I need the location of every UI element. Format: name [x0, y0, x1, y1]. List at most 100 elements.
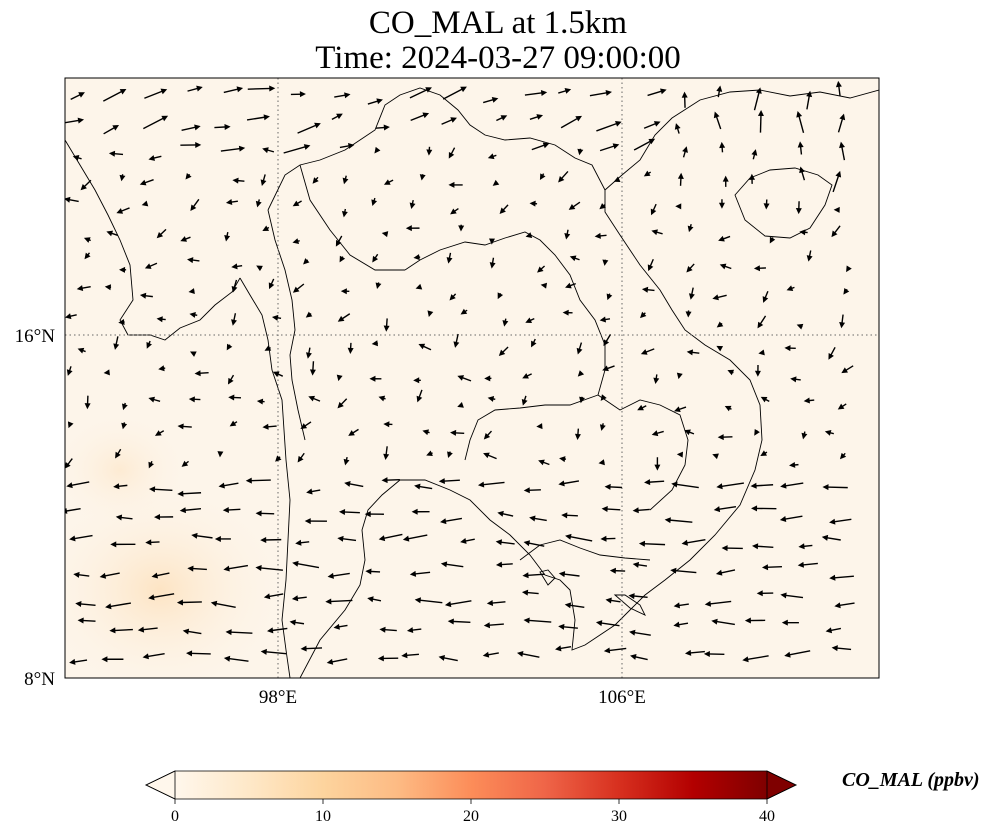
wind-arrow	[226, 343, 233, 351]
wind-arrow	[531, 338, 537, 348]
wind-arrow	[176, 599, 202, 606]
wind-arrow	[181, 460, 189, 467]
wind-arrow	[603, 334, 612, 347]
wind-arrow	[426, 146, 433, 156]
wind-arrow	[77, 617, 96, 624]
wind-arrow	[181, 124, 201, 131]
wind-arrow	[367, 596, 382, 603]
wind-arrow	[521, 589, 539, 596]
wind-arrow	[338, 509, 360, 516]
wind-arrow	[119, 174, 126, 182]
wind-arrow	[214, 123, 231, 130]
wind-arrow	[65, 507, 81, 514]
wind-arrow	[292, 560, 320, 569]
wind-arrow	[231, 279, 238, 293]
wind-arrow	[577, 148, 584, 156]
wind-arrow	[789, 461, 799, 468]
wind-arrow	[341, 208, 348, 218]
wind-arrow	[606, 293, 613, 301]
wind-arrow	[719, 141, 726, 153]
wind-arrow	[102, 89, 127, 102]
wind-arrow	[834, 602, 855, 609]
wind-arrow	[186, 650, 211, 657]
wind-arrow	[757, 109, 764, 133]
wind-arrow	[101, 656, 124, 663]
wind-arrow	[419, 174, 426, 181]
wind-arrow	[674, 123, 681, 134]
wind-arrow	[716, 321, 724, 328]
wind-arrow	[565, 282, 576, 289]
wind-arrow	[536, 423, 543, 430]
wind-arrow	[379, 626, 397, 633]
wind-arrow	[831, 225, 841, 238]
wind-arrow	[364, 511, 384, 518]
wind-arrow	[231, 313, 237, 326]
wind-arrow	[576, 342, 583, 355]
wind-arrow	[722, 175, 729, 187]
wind-arrow	[790, 376, 801, 383]
wind-arrow	[232, 177, 245, 184]
wind-arrow	[65, 196, 79, 203]
wind-arrow	[290, 91, 306, 98]
wind-arrow	[340, 288, 350, 295]
wind-arrow	[784, 650, 811, 658]
wind-arrow	[245, 477, 271, 484]
wind-arrow	[839, 314, 846, 329]
wind-arrow	[297, 452, 305, 463]
wind-arrow	[148, 486, 173, 493]
wind-arrow	[560, 115, 583, 129]
wind-arrow	[105, 602, 132, 610]
wind-arrow	[191, 532, 213, 539]
wind-arrow	[477, 481, 505, 488]
wind-arrow	[495, 539, 515, 546]
wind-arrow	[110, 541, 136, 548]
wind-arrow	[260, 536, 282, 543]
wind-arrow	[344, 481, 364, 488]
wind-arrow	[347, 342, 354, 354]
wind-arrow	[744, 617, 766, 624]
wind-arrow	[651, 229, 663, 236]
wind-arrow	[487, 395, 496, 402]
wind-arrow	[499, 204, 509, 214]
wind-arrow	[447, 451, 453, 459]
wind-arrow	[337, 535, 357, 542]
wind-arrow	[381, 231, 389, 238]
wind-arrow	[450, 207, 459, 215]
wind-arrow	[717, 434, 733, 441]
wind-arrow	[718, 199, 725, 209]
wind-arrow	[483, 622, 504, 629]
wind-arrow	[495, 561, 513, 568]
wind-arrow	[225, 199, 238, 205]
wind-arrow	[223, 86, 244, 94]
wind-arrow	[555, 645, 572, 652]
wind-arrow	[601, 506, 621, 513]
wind-arrow	[779, 515, 803, 522]
wind-arrow	[651, 430, 664, 437]
wind-arrow	[70, 92, 85, 101]
wind-arrow	[686, 349, 700, 356]
wind-arrow	[721, 545, 743, 552]
border-north	[267, 87, 606, 211]
wind-arrow	[378, 533, 403, 542]
wind-arrow	[754, 429, 760, 436]
wind-arrow	[497, 292, 504, 300]
wind-arrow	[522, 373, 532, 379]
wind-arrow	[681, 91, 688, 108]
wind-arrow	[574, 428, 581, 440]
coastline-indochina	[299, 89, 879, 678]
wind-arrow	[502, 318, 509, 327]
wind-arrow	[529, 200, 538, 207]
colorbar-label: CO_MAL (ppbv)	[842, 769, 980, 791]
wind-arrow	[108, 150, 124, 157]
wind-arrow	[411, 508, 430, 515]
wind-arrow	[189, 311, 198, 318]
wind-arrow	[438, 478, 460, 485]
wind-arrow	[460, 308, 468, 315]
wind-arrow	[156, 228, 167, 239]
wind-arrow	[268, 278, 275, 290]
wind-arrow	[99, 572, 120, 579]
wind-arrow	[675, 203, 682, 210]
wind-arrow	[716, 345, 724, 352]
colorbar-extend-high	[766, 770, 797, 800]
wind-arrow	[594, 232, 607, 239]
